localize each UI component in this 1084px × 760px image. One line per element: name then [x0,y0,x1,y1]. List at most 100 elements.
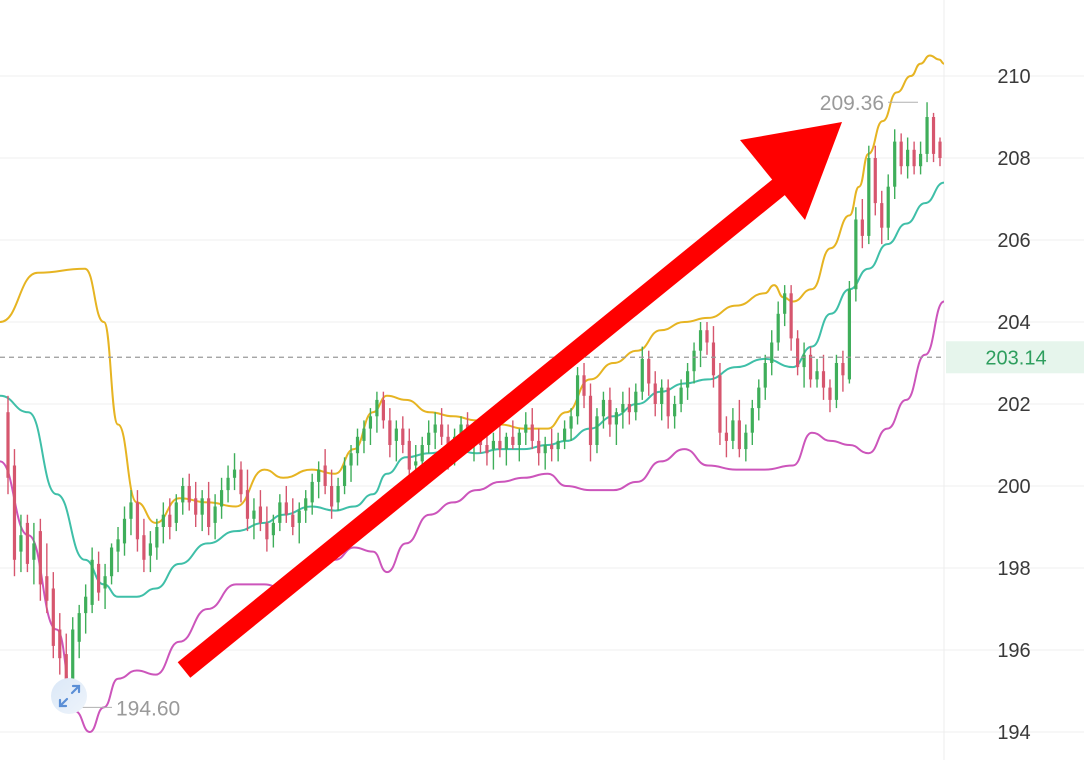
candle [841,350,845,392]
candle [38,518,42,601]
candle [84,584,88,634]
candle [880,190,884,245]
candle [129,490,133,536]
candle [174,494,178,532]
candle [122,506,127,556]
candle [731,408,735,450]
candle [32,522,36,585]
candle [524,412,528,445]
candle [776,301,780,351]
candle [601,391,606,429]
candle [802,342,806,388]
candle [783,285,787,327]
candle [550,428,554,462]
candle [867,145,871,245]
candle [511,420,515,450]
candle [737,399,741,458]
candle [394,420,398,462]
high-price-label: 209.36 [820,92,884,115]
candle [860,199,864,249]
y-tick-label: 206 [997,230,1030,252]
candle [886,174,890,240]
candle [660,379,664,421]
candle [181,477,185,515]
candle [608,387,612,437]
candle [232,453,237,491]
candle [45,543,49,614]
candle [375,391,379,433]
candle [291,498,295,536]
candle [537,428,541,466]
candle [252,498,256,540]
candle [750,399,754,445]
candle [97,551,101,601]
candle [90,547,94,614]
candle [219,477,224,519]
candle [718,363,722,445]
candle [647,350,651,396]
candle [627,387,631,425]
candle [71,617,75,687]
candle [77,604,81,659]
candle [744,424,748,462]
candle [284,486,288,523]
candle [440,408,444,445]
candle [673,395,677,429]
candle [116,527,120,573]
candle [575,367,580,425]
y-tick-label: 204 [997,312,1030,334]
current-price-tag: 203.14 [946,341,1084,374]
gridlines [0,75,1084,733]
candle [245,469,250,532]
candle [653,371,657,417]
candle [271,514,275,548]
expand-button[interactable] [51,678,87,714]
candle [342,457,347,495]
candle [724,416,729,458]
candle [103,563,107,609]
candle [330,469,334,519]
candle [834,354,839,409]
candle [168,498,172,540]
candle [58,613,62,675]
candle [155,518,159,560]
y-tick-label: 196 [997,640,1030,662]
candle [304,490,308,523]
candle [51,572,55,659]
candle [847,281,851,384]
candle [368,408,373,445]
candle [226,465,230,503]
candle [148,531,152,573]
candle [899,133,903,175]
candle [407,428,411,478]
candle [504,432,508,466]
candle [705,322,709,355]
candle [381,391,385,429]
candle [200,490,204,532]
indicator-line-1 [0,181,945,598]
candle [789,285,793,351]
candle [19,514,23,573]
candle [808,346,813,388]
y-axis: 194 196 198 200 202 204 206 208 210 [997,66,1030,744]
candle [918,141,923,175]
candle [517,428,521,462]
candle [401,416,405,454]
candle [161,502,165,544]
candle [543,436,547,470]
candle [595,408,599,454]
candle [821,354,826,400]
candle [893,129,897,199]
candle [757,379,761,421]
candle [194,481,198,527]
candle [666,379,670,429]
candle [530,408,534,450]
candle [207,481,211,536]
candle [815,358,819,388]
candle [142,518,146,573]
y-tick-label: 208 [997,148,1030,170]
expand-arrows-icon [58,684,81,708]
indicator-line-2 [0,300,945,734]
